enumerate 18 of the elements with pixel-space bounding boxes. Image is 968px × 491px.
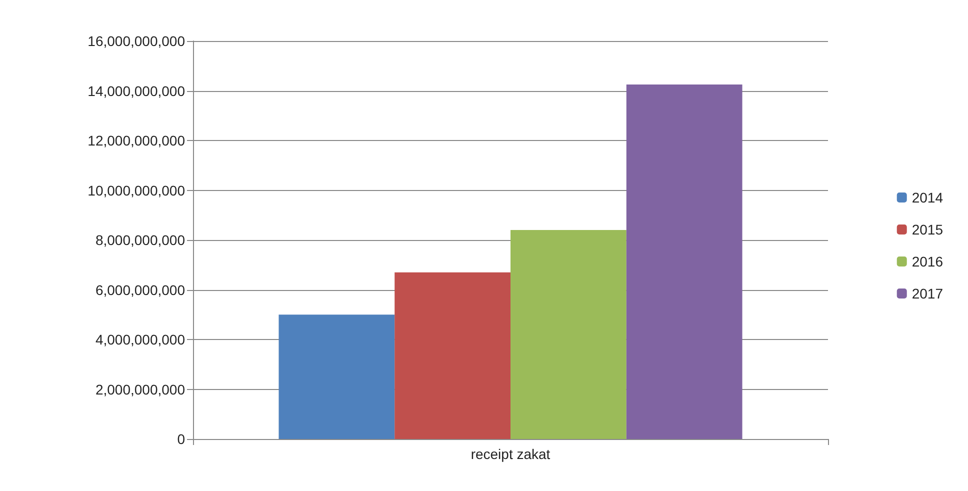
y-tick-label: 10,000,000,000 bbox=[88, 182, 186, 198]
y-tick-label: 14,000,000,000 bbox=[88, 82, 186, 99]
bar bbox=[626, 84, 742, 439]
bar bbox=[278, 314, 395, 439]
bar bbox=[510, 230, 626, 439]
x-tick-label: receipt zakat bbox=[470, 446, 550, 462]
y-tick-label: 6,000,000,000 bbox=[95, 282, 186, 298]
y-tick-label: 12,000,000,000 bbox=[88, 132, 186, 148]
legend-label: 2015 bbox=[912, 222, 944, 238]
y-tick-label: 2,000,000,000 bbox=[95, 381, 186, 398]
legend-label: 2017 bbox=[912, 286, 944, 302]
bar bbox=[394, 272, 510, 439]
legend-label: 2016 bbox=[912, 254, 944, 270]
y-tick-label: 4,000,000,000 bbox=[95, 332, 186, 348]
y-tick-label: 0 bbox=[177, 431, 186, 447]
y-tick-label: 8,000,000,000 bbox=[95, 232, 186, 248]
legend-label: 2014 bbox=[912, 190, 944, 206]
y-tick-label: 16,000,000,000 bbox=[88, 33, 186, 49]
